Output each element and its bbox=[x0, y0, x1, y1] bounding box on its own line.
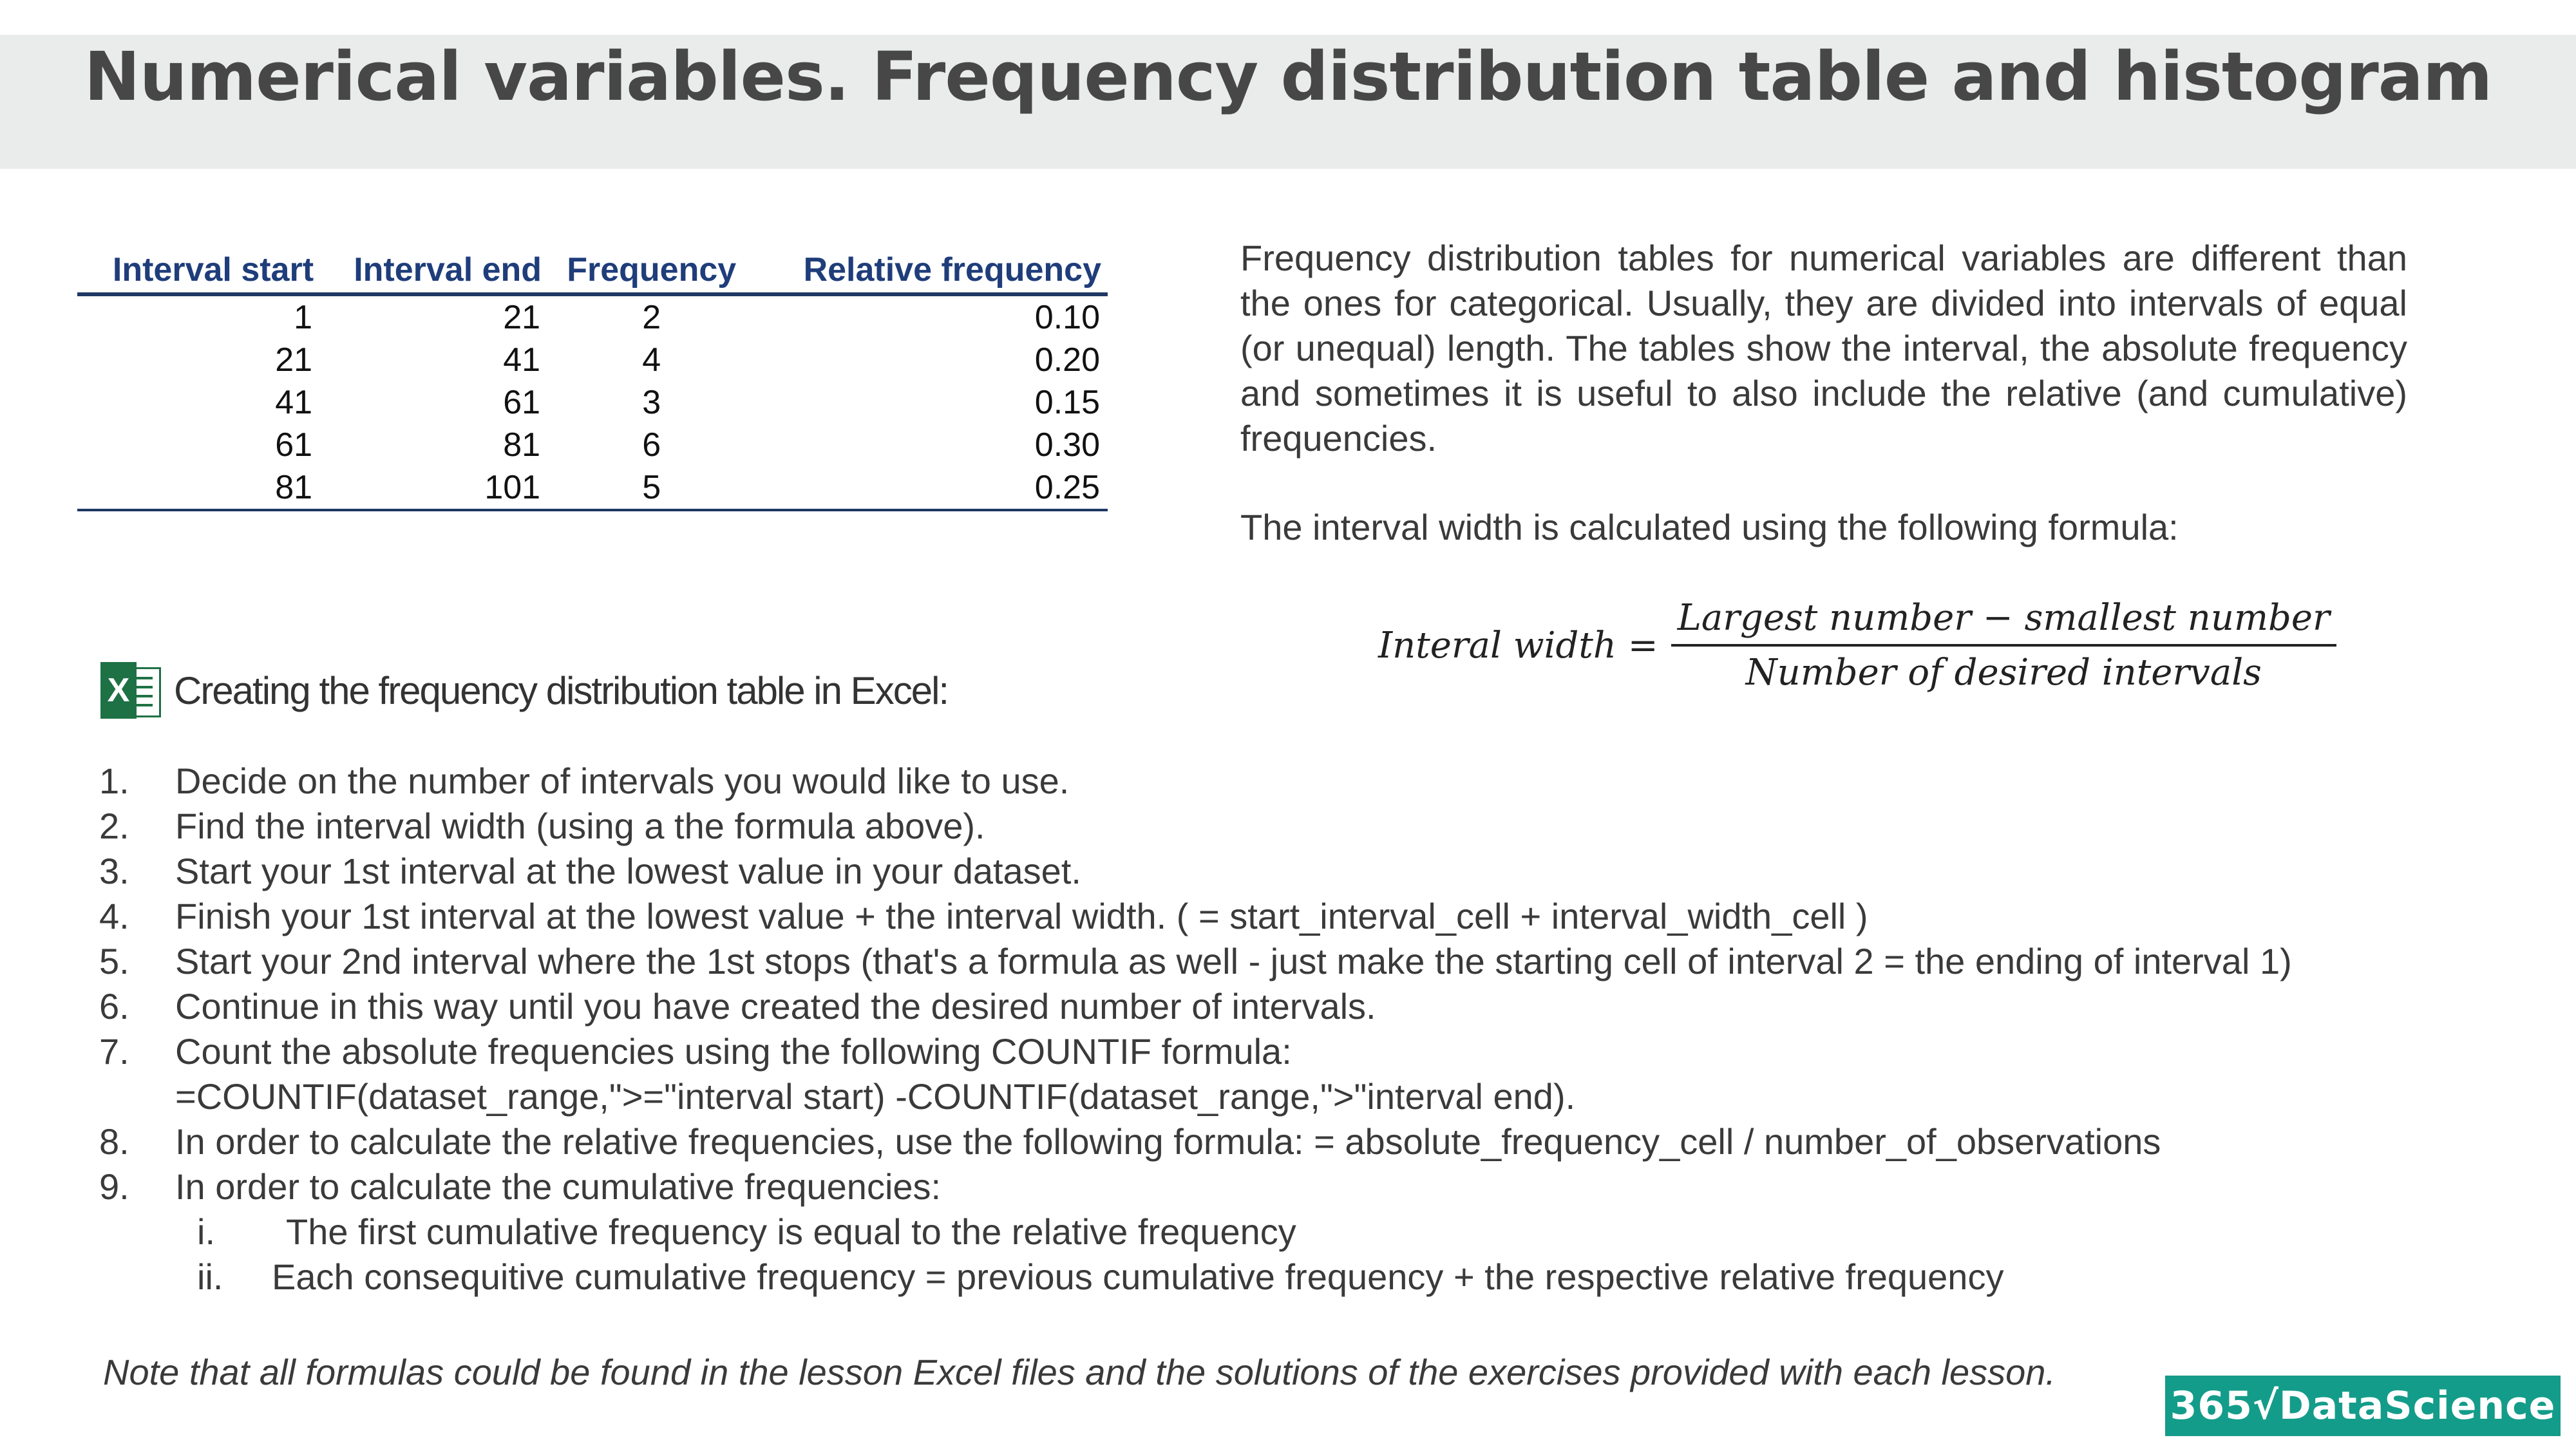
step-text: In order to calculate the cumulative fre… bbox=[175, 1166, 942, 1207]
cell-frequency: 5 bbox=[548, 466, 755, 511]
title-banner bbox=[0, 35, 2576, 169]
cell-interval-start: 81 bbox=[77, 466, 321, 511]
step-text: Finish your 1st interval at the lowest v… bbox=[175, 896, 1868, 936]
cell-interval-end: 101 bbox=[320, 466, 549, 511]
excel-icon-letter: X bbox=[100, 662, 137, 719]
header-frequency: Frequency bbox=[548, 247, 755, 296]
table-row: 81 101 5 0.25 bbox=[77, 466, 1108, 511]
list-item: 7. Count the absolute frequencies using … bbox=[99, 1029, 2482, 1074]
step-number: 5. bbox=[99, 941, 129, 981]
steps-list: 1. Decide on the number of intervals you… bbox=[99, 759, 2482, 1300]
formula-numerator: Largest number − smallest number bbox=[1677, 597, 2330, 639]
substep-text: The first cumulative frequency is equal … bbox=[286, 1211, 1296, 1252]
header-relative-frequency: Relative frequency bbox=[755, 247, 1108, 296]
substep-number: i. bbox=[197, 1211, 215, 1252]
step-number: 2. bbox=[99, 806, 129, 846]
formula-fraction: Largest number − smallest number Number … bbox=[1671, 597, 2336, 694]
table-row: 1 21 2 0.10 bbox=[77, 294, 1108, 339]
step-text: Count the absolute frequencies using the… bbox=[175, 1031, 1292, 1072]
cell-frequency: 4 bbox=[642, 341, 661, 379]
cell-interval-start: 21 bbox=[275, 341, 313, 379]
step-number: 7. bbox=[99, 1031, 129, 1072]
interval-width-formula: Interal width = Largest number − smalles… bbox=[1378, 587, 2336, 703]
header-interval-end: Interval end bbox=[320, 247, 549, 296]
cell-relative-frequency: 0.30 bbox=[1034, 426, 1100, 464]
description-paragraph: Frequency distribution tables for numeri… bbox=[1240, 238, 2407, 459]
list-item: 8. In order to calculate the relative fr… bbox=[99, 1119, 2482, 1164]
cell-frequency: 6 bbox=[642, 426, 661, 464]
step-text: In order to calculate the relative frequ… bbox=[175, 1121, 2161, 1162]
cell-relative-frequency: 0.15 bbox=[1034, 384, 1100, 421]
list-item: 5. Start your 2nd interval where the 1st… bbox=[99, 939, 2482, 984]
formula-intro: The interval width is calculated using t… bbox=[1240, 507, 2179, 547]
cell-relative-frequency: 0.25 bbox=[755, 466, 1108, 511]
excel-icon: X bbox=[100, 661, 161, 720]
cell-interval-end: 41 bbox=[503, 341, 541, 379]
step-number: 8. bbox=[99, 1121, 129, 1162]
list-item: 1. Decide on the number of intervals you… bbox=[99, 759, 2482, 804]
excel-section-heading: X Creating the frequency distribution ta… bbox=[100, 659, 949, 721]
cell-frequency: 2 bbox=[642, 299, 661, 336]
table-row: 61 81 6 0.30 bbox=[77, 424, 1108, 466]
countif-formula: =COUNTIF(dataset_range,">="interval star… bbox=[175, 1076, 1576, 1117]
cell-relative-frequency: 0.20 bbox=[1034, 341, 1100, 379]
cell-interval-start: 41 bbox=[275, 384, 313, 421]
step-text: Start your 2nd interval where the 1st st… bbox=[175, 941, 2292, 981]
page-title: Numerical variables. Frequency distribut… bbox=[84, 37, 2493, 116]
list-item: 9. In order to calculate the cumulative … bbox=[99, 1164, 2482, 1209]
list-subitem: ii. Each consequitive cumulative frequen… bbox=[99, 1255, 2482, 1300]
frequency-table: Interval start Interval end Frequency Re… bbox=[77, 247, 1108, 511]
step-number: 6. bbox=[99, 986, 129, 1027]
footnote: Note that all formulas could be found in… bbox=[103, 1352, 2056, 1392]
cell-interval-start: 61 bbox=[275, 426, 313, 464]
step-number: 3. bbox=[99, 851, 129, 891]
step-text: Decide on the number of intervals you wo… bbox=[175, 761, 1070, 801]
step-number: 1. bbox=[99, 761, 129, 801]
cell-interval-end: 81 bbox=[503, 426, 541, 464]
list-item: 3. Start your 1st interval at the lowest… bbox=[99, 849, 2482, 894]
header-interval-start: Interval start bbox=[77, 247, 321, 296]
step-text: Continue in this way until you have crea… bbox=[175, 986, 1376, 1027]
list-item-continuation: =COUNTIF(dataset_range,">="interval star… bbox=[99, 1074, 2482, 1119]
step-text: Start your 1st interval at the lowest va… bbox=[175, 851, 1081, 891]
substep-text: Each consequitive cumulative frequency =… bbox=[272, 1256, 2004, 1297]
cell-interval-end: 21 bbox=[503, 299, 541, 336]
cell-interval-start: 1 bbox=[294, 299, 313, 336]
step-text: Find the interval width (using a the for… bbox=[175, 806, 985, 846]
step-number: 4. bbox=[99, 896, 129, 936]
brand-logo: 365√DataScience bbox=[2165, 1376, 2561, 1436]
cell-frequency: 3 bbox=[642, 384, 661, 421]
list-item: 4. Finish your 1st interval at the lowes… bbox=[99, 894, 2482, 939]
substep-number: ii. bbox=[197, 1256, 223, 1297]
formula-lhs: Interal width = bbox=[1378, 624, 1658, 667]
formula-denominator: Number of desired intervals bbox=[1745, 652, 2262, 694]
step-number: 9. bbox=[99, 1166, 129, 1207]
excel-heading-text: Creating the frequency distribution tabl… bbox=[174, 668, 949, 712]
cell-relative-frequency: 0.10 bbox=[1034, 299, 1100, 336]
table-header-row: Interval start Interval end Frequency Re… bbox=[77, 247, 1108, 296]
list-subitem: i. The first cumulative frequency is equ… bbox=[99, 1209, 2482, 1255]
fraction-bar bbox=[1671, 644, 2336, 647]
table-row: 21 41 4 0.20 bbox=[77, 339, 1108, 381]
table-row: 41 61 3 0.15 bbox=[77, 381, 1108, 424]
list-item: 6. Continue in this way until you have c… bbox=[99, 984, 2482, 1029]
cell-interval-end: 61 bbox=[503, 384, 541, 421]
list-item: 2. Find the interval width (using a the … bbox=[99, 804, 2482, 849]
